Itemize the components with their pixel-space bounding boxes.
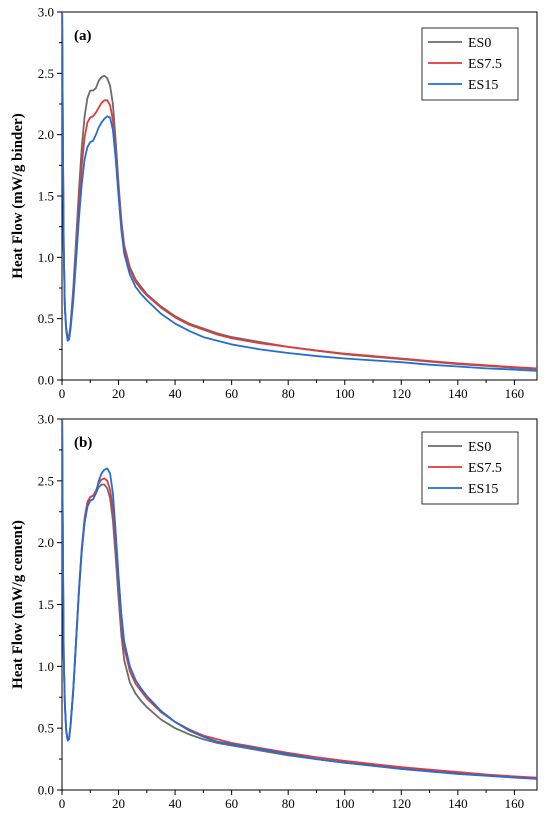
legend-box <box>421 27 519 101</box>
y-tick-label: 0.0 <box>38 783 54 798</box>
x-tick-label: 60 <box>225 796 238 811</box>
y-tick-label: 3.0 <box>38 5 54 20</box>
series-line-es15 <box>62 418 537 780</box>
x-tick-label: 140 <box>448 386 468 401</box>
x-tick-label: 100 <box>335 386 355 401</box>
y-axis-title: Heat Flow (mW/g binder) <box>10 113 26 278</box>
x-tick-label: 40 <box>169 796 182 811</box>
y-tick-label: 3.0 <box>38 412 54 427</box>
series-group <box>62 11 537 372</box>
x-tick-label: 160 <box>505 386 525 401</box>
y-tick-label: 2.0 <box>38 127 54 142</box>
legend-label: ES15 <box>468 482 498 497</box>
y-tick-label: 0.0 <box>38 373 54 388</box>
x-tick-label: 60 <box>225 386 238 401</box>
series-line-es15 <box>62 11 537 372</box>
x-tick-label: 160 <box>505 796 525 811</box>
y-axis-title: Heat Flow (mW/g cement) <box>10 520 26 689</box>
legend-label: ES15 <box>468 78 498 93</box>
x-tick-label: 20 <box>112 796 125 811</box>
legend-box <box>421 431 519 505</box>
y-tick-label: 0.5 <box>38 311 54 326</box>
legend-label: ES7.5 <box>468 57 502 72</box>
x-tick-label: 80 <box>282 386 295 401</box>
legend-label: ES0 <box>468 36 491 51</box>
y-tick-label: 2.5 <box>38 66 54 81</box>
x-tick-label: 140 <box>448 796 468 811</box>
y-tick-label: 0.5 <box>38 721 54 736</box>
y-tick-label: 1.5 <box>38 189 54 204</box>
legend-label: ES0 <box>468 440 491 455</box>
panel-a: 0 20 40 60 80 100 120 140 160 0.0 0.5 1.0 1.5 2.0 2.5 3… <box>10 5 538 401</box>
x-tick-label: 80 <box>282 796 295 811</box>
panel-label: (a) <box>74 28 92 44</box>
series-group <box>62 418 537 780</box>
x-tick-label: 100 <box>335 796 355 811</box>
x-tick-label: 120 <box>392 386 412 401</box>
y-tick-label: 2.0 <box>38 535 54 550</box>
y-tick-label: 1.0 <box>38 659 54 674</box>
x-tick-label: 0 <box>59 386 66 401</box>
y-tick-label: 2.5 <box>38 473 54 488</box>
x-tick-label: 120 <box>392 796 412 811</box>
panel-label: (b) <box>74 435 92 451</box>
y-tick-label: 1.5 <box>38 597 54 612</box>
x-tick-label: 0 <box>59 796 66 811</box>
x-tick-label: 40 <box>169 386 182 401</box>
panel-b: 0 20 40 60 80 100 120 140 160 0.0 0.5 1.0 1.5 2.0 2.5 3… <box>10 412 538 811</box>
x-tick-label: 20 <box>112 386 125 401</box>
y-tick-label: 1.0 <box>38 250 54 265</box>
legend-label: ES7.5 <box>468 461 502 476</box>
